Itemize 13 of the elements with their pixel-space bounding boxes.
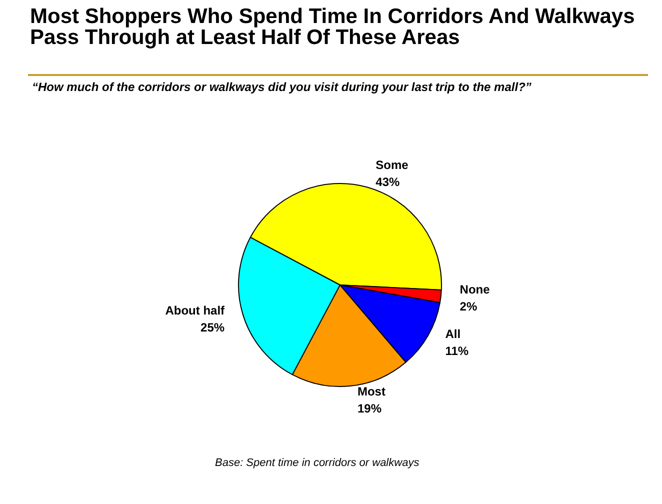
data-label: 25% [200,320,225,334]
data-label: 11% [445,344,469,358]
slice-label: None [460,282,490,296]
slice-label: All [445,326,461,341]
data-label: 2% [460,299,478,314]
slice-label: Most [357,384,386,398]
slice-label: About half [165,303,226,318]
data-label: 43% [376,175,400,190]
chart-title: Most Shoppers Who Spend Time In Corridors And Walkways Pass Through at Least Half Of These Areas [30,5,636,49]
text: Base: Spent time in corridors or walkways [215,457,420,469]
chart-subtitle: “How much of the corridors or walkways did you visit during your last trip to the mall?” [32,80,532,94]
data-label: 19% [357,401,382,416]
slice-label: Some [376,158,409,172]
